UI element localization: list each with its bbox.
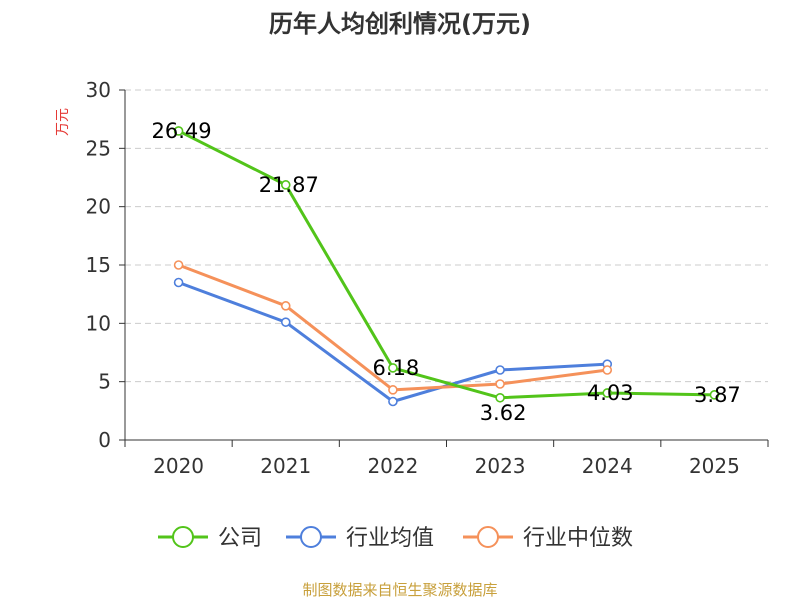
point-2-2021: [280, 317, 291, 327]
y-axis-label: 万元: [55, 108, 71, 136]
data-label-2021: 21.87: [259, 173, 319, 197]
data-label-2020: 26.49: [152, 119, 212, 143]
point-1-2022: [388, 363, 398, 373]
legend-label-1: 公司: [218, 526, 262, 551]
series: [173, 126, 720, 407]
legend[interactable]: 公司 行业均值 行业中位数: [158, 526, 633, 551]
legend-marker-2: [300, 526, 322, 548]
series-line-1: [177, 129, 715, 400]
legend-label-2: 行业均值: [346, 526, 434, 551]
source-note: 制图数据来自恒生聚源数据库: [302, 581, 497, 599]
data-label-2022: 6.18: [373, 356, 420, 380]
x-tick-label-2020: 2020: [153, 454, 204, 478]
point-1-2023: [495, 392, 505, 403]
series-3: [173, 260, 613, 395]
legend-item-3[interactable]: 行业中位数: [463, 526, 633, 551]
point-1-2024: [602, 388, 613, 398]
y-tick-label-0: 0: [98, 428, 111, 452]
point-3-2024: [602, 365, 613, 375]
grid-lines: [125, 89, 768, 383]
series-2: [173, 277, 613, 407]
data-label-2025: 3.87: [694, 383, 741, 407]
point-2-2020: [173, 277, 184, 288]
point-3-2020: [173, 260, 184, 270]
data-labels: 26.49 21.87 6.18 3.62 4.03 3.87: [152, 119, 741, 425]
legend-item-1[interactable]: 公司: [158, 526, 262, 551]
legend-label-3: 行业中位数: [523, 526, 633, 551]
point-3-2022: [388, 385, 398, 395]
y-tick-label-15: 15: [86, 253, 111, 277]
y-tick-label-30: 30: [86, 78, 111, 102]
y-tick-label-25: 25: [86, 136, 111, 160]
point-1-2020: [173, 126, 184, 136]
point-2-2023: [495, 365, 505, 375]
point-1-2021: [280, 180, 291, 190]
point-3-2021: [280, 301, 291, 311]
chart-title: 历年人均创利情况(万元): [269, 10, 531, 38]
x-tick-label-2022: 2022: [367, 454, 418, 478]
y-tick-label-20: 20: [86, 195, 111, 219]
data-label-2023: 3.62: [480, 401, 527, 425]
x-tick-label-2025: 2025: [689, 454, 740, 478]
point-3-2023: [495, 379, 505, 389]
x-tick-label-2021: 2021: [260, 454, 311, 478]
y-tick-label-5: 5: [98, 370, 111, 394]
legend-marker-1: [172, 526, 194, 548]
y-tick-label-10: 10: [86, 311, 111, 335]
x-tick-label-2023: 2023: [475, 454, 526, 478]
point-2-2022: [388, 396, 398, 407]
series-1: [173, 126, 720, 403]
point-1-2025: [709, 390, 720, 400]
legend-marker-3: [477, 526, 499, 548]
x-tick-label-2024: 2024: [582, 454, 633, 478]
series-line-2: [178, 281, 608, 403]
legend-item-2[interactable]: 行业均值: [286, 526, 434, 551]
data-label-2024: 4.03: [587, 381, 634, 405]
